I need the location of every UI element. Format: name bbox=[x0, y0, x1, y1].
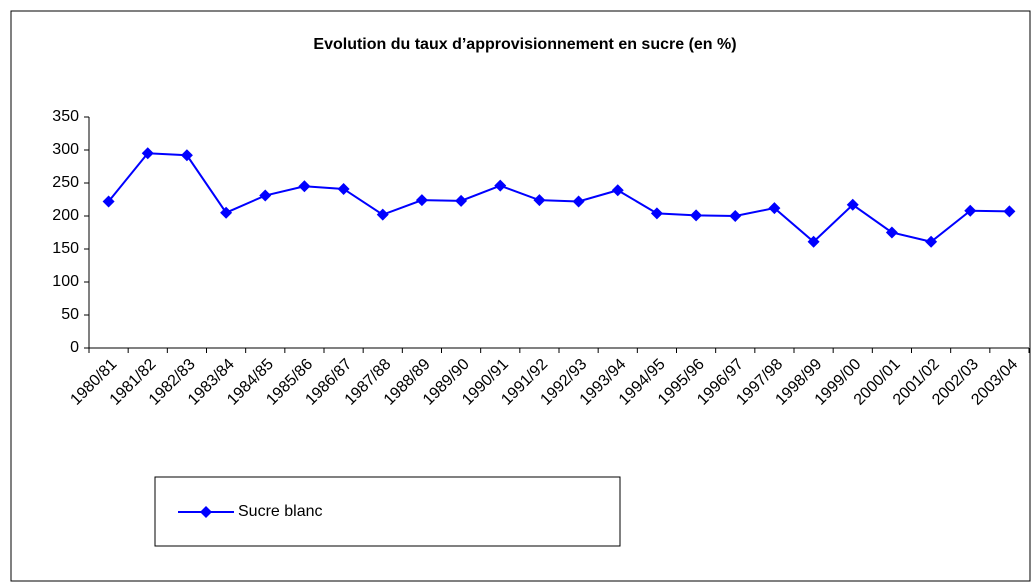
data-point bbox=[846, 198, 859, 211]
data-point bbox=[102, 195, 115, 208]
y-tick-label: 250 bbox=[52, 174, 79, 191]
data-point bbox=[611, 184, 624, 197]
y-tick-label: 50 bbox=[61, 306, 79, 323]
data-point bbox=[337, 182, 350, 195]
data-point bbox=[885, 226, 898, 239]
data-point bbox=[1003, 205, 1016, 218]
y-tick-label: 350 bbox=[52, 108, 79, 125]
data-point bbox=[729, 210, 742, 222]
y-tick-label: 150 bbox=[52, 240, 79, 257]
data-point bbox=[533, 194, 546, 207]
data-point bbox=[455, 194, 468, 207]
y-tick-label: 200 bbox=[52, 207, 79, 224]
data-point bbox=[964, 204, 977, 217]
data-point bbox=[259, 189, 272, 202]
data-point bbox=[180, 149, 193, 162]
data-point bbox=[298, 180, 311, 193]
series-line bbox=[107, 152, 1010, 244]
y-tick-label: 100 bbox=[52, 273, 79, 290]
data-point bbox=[376, 208, 389, 221]
data-point bbox=[220, 206, 233, 219]
y-tick-label: 300 bbox=[52, 141, 79, 158]
data-point bbox=[650, 207, 663, 220]
data-point bbox=[925, 235, 938, 248]
y-tick-label: 0 bbox=[70, 339, 79, 356]
data-point bbox=[690, 209, 703, 222]
data-point bbox=[494, 179, 507, 192]
data-point bbox=[807, 235, 820, 248]
data-point bbox=[415, 194, 428, 207]
legend-label: Sucre blanc bbox=[238, 503, 323, 520]
data-point bbox=[141, 147, 154, 160]
data-point bbox=[768, 202, 781, 215]
data-point bbox=[572, 195, 585, 208]
chart-title: Evolution du taux d’approvisionnement en… bbox=[313, 36, 736, 53]
legend-marker bbox=[200, 506, 212, 518]
